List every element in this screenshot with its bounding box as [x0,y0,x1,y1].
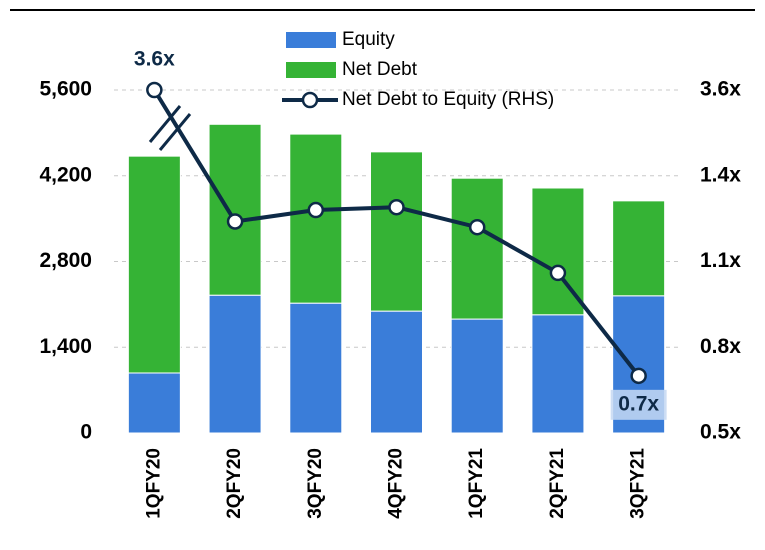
data-label: 3.6x [134,48,175,71]
legend-label: Net Debt [342,59,418,80]
y2-tick-label: 0.8x [700,335,741,358]
y-tick-label: 0 [80,421,92,444]
bar-segment [450,177,504,320]
ratio-point [549,264,567,282]
ratio-point [388,198,405,216]
legend-label: Net Debt to Equity (RHS) [342,89,554,110]
x-tick-label: 3QFY20 [305,448,326,519]
bar-segment [289,302,343,434]
bar-segment [208,123,262,296]
x-tick-label: 2QFY20 [224,448,245,519]
x-tick-label: 3QFY21 [628,448,649,519]
bar-segment [127,372,181,434]
ratio-point [307,201,325,219]
x-tick-label: 1QFY20 [143,448,164,519]
bar-segment [208,294,262,434]
bar-segment [370,151,423,312]
y-tick-label: 1,400 [39,335,92,358]
legend-label: Equity [342,29,395,50]
y2-tick-label: 1.1x [700,249,741,272]
x-tick-label: 2QFY21 [547,448,568,519]
bars [127,123,666,434]
legend-swatch [286,62,336,78]
x-tick-label: 1QFY21 [466,448,487,519]
y-tick-label: 2,800 [39,249,92,272]
axis-break [148,105,192,151]
label-box [610,389,667,420]
y-tick-label: 4,200 [39,163,92,186]
bar-segment [531,314,585,434]
bar-segment [289,133,343,304]
y2-tick-label: 1.4x [700,163,741,186]
line-layer: 3.6x 0.7x [134,48,667,420]
bar-segment [450,318,504,434]
legend-swatch [286,32,336,48]
bar-segment [127,155,181,374]
y2-tick-label: 0.5x [700,421,741,444]
x-tick-label: 4QFY20 [386,448,407,519]
ratio-point [146,81,163,99]
y2-tick-label: 3.6x [700,78,741,101]
legend-marker [301,91,319,109]
bar-segment [370,310,423,434]
ratio-point [630,367,647,385]
ratio-point [226,213,244,230]
y-tick-label: 5,600 [39,78,92,101]
data-label: 0.7x [618,392,659,415]
ratio-point [468,218,486,236]
bar-segment [612,200,666,297]
